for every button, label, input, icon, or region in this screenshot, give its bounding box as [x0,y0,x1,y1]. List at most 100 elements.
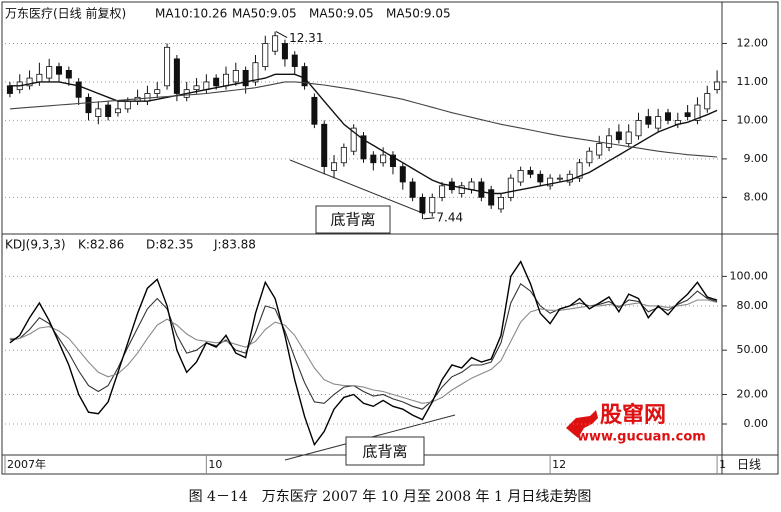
candle-body [380,154,387,164]
candle-body [655,116,662,129]
candle-body [213,77,220,87]
line-series [9,260,718,447]
annotation-box [345,436,425,466]
y-tick-label: 50.00 [737,343,769,356]
x-tick-label: 2007年 [7,457,46,471]
candle-body [272,35,279,52]
candle-body [56,66,63,75]
candle-body [173,58,180,94]
y-tick-label: 12.00 [737,36,769,49]
candle-body [684,112,691,117]
x-tick-label: 1 [719,458,726,471]
line-series [9,299,718,404]
candle-body [488,189,495,206]
candle-body [232,70,239,83]
legend-label: MA50:9.05 [386,7,451,21]
candle-body [331,162,338,171]
candle-body [399,166,406,183]
candle-body [144,93,151,102]
candle-body [75,81,82,98]
candle-body [468,181,475,191]
y-tick-label: 8.00 [744,190,769,203]
panel-title: 万东医疗(日线 前复权) [5,6,126,21]
watermark-url: www.gucuan.com [577,430,706,445]
candle-body [26,77,33,87]
annotation-box [315,205,391,234]
line-series [9,73,718,195]
annotation-arrow [423,217,435,220]
candle-body [301,66,308,87]
annotation: 底背离 [362,443,407,461]
candle-body [252,62,259,83]
candle-body [350,127,357,152]
y-tick-label: 80.00 [737,299,769,312]
candle-body [714,81,721,91]
candle-body [547,177,554,187]
candle-body [429,196,436,214]
candle-body [124,100,131,110]
annotation-arrow [275,31,288,38]
candle-body [507,177,514,198]
y-tick-label: 9.00 [744,152,769,165]
candle-body [46,66,53,79]
candle-body [566,173,573,183]
candle-body [203,81,210,91]
candle-body [606,135,613,148]
candle-body [664,112,671,121]
candle-body [694,104,701,121]
legend-label: MA10:10.26 [155,7,227,21]
line-series [9,81,718,158]
candle-body [635,120,642,137]
x-tick-label: 12 [552,458,566,471]
period-label: 日线 [737,458,761,472]
candle-body [586,150,593,164]
x-tick-label: 10 [208,458,222,471]
candle-body [360,135,367,160]
legend-label: K:82.86 [78,238,124,252]
candle-body [154,89,161,94]
candle-body [242,70,249,87]
candle-body [291,54,298,67]
legend-label: MA50:9.05 [309,7,374,21]
candle-body [615,131,622,141]
candle-body [389,154,396,167]
y-tick-label: 20.00 [737,387,769,400]
candle-body [576,162,583,179]
candle-body [458,185,465,194]
candle-body [625,131,632,144]
candle-body [193,85,200,91]
candle-body [439,185,446,198]
candle-body [556,177,563,180]
legend-label: D:82.35 [146,238,194,252]
candle-body [409,181,416,198]
y-tick-label: 10.00 [737,113,769,126]
candle-body [537,173,544,183]
candle-body [95,108,102,117]
annotation: 12.31 [289,31,323,45]
candle-body [85,96,92,114]
candle-body [281,43,288,60]
candle-body [517,170,524,183]
y-tick-label: 11.00 [737,75,769,88]
legend-label: MA50:9.05 [232,7,297,21]
y-tick-label: 0.00 [744,417,769,430]
candle-body [596,143,603,156]
y-tick-label: 100.00 [730,269,769,282]
candle-body [222,73,229,87]
line-series [9,282,718,410]
candle-body [105,104,112,117]
candle-body [340,146,347,164]
candle-body [645,116,652,125]
candle-body [311,96,318,125]
candle-body [498,196,505,210]
candle-body [65,70,72,79]
candle-body [36,73,43,83]
candle-body [164,46,171,87]
divergence-line [289,159,426,215]
candle-body [419,196,426,214]
candle-body [114,108,121,114]
candle-body [321,123,328,167]
candle-body [527,170,534,175]
